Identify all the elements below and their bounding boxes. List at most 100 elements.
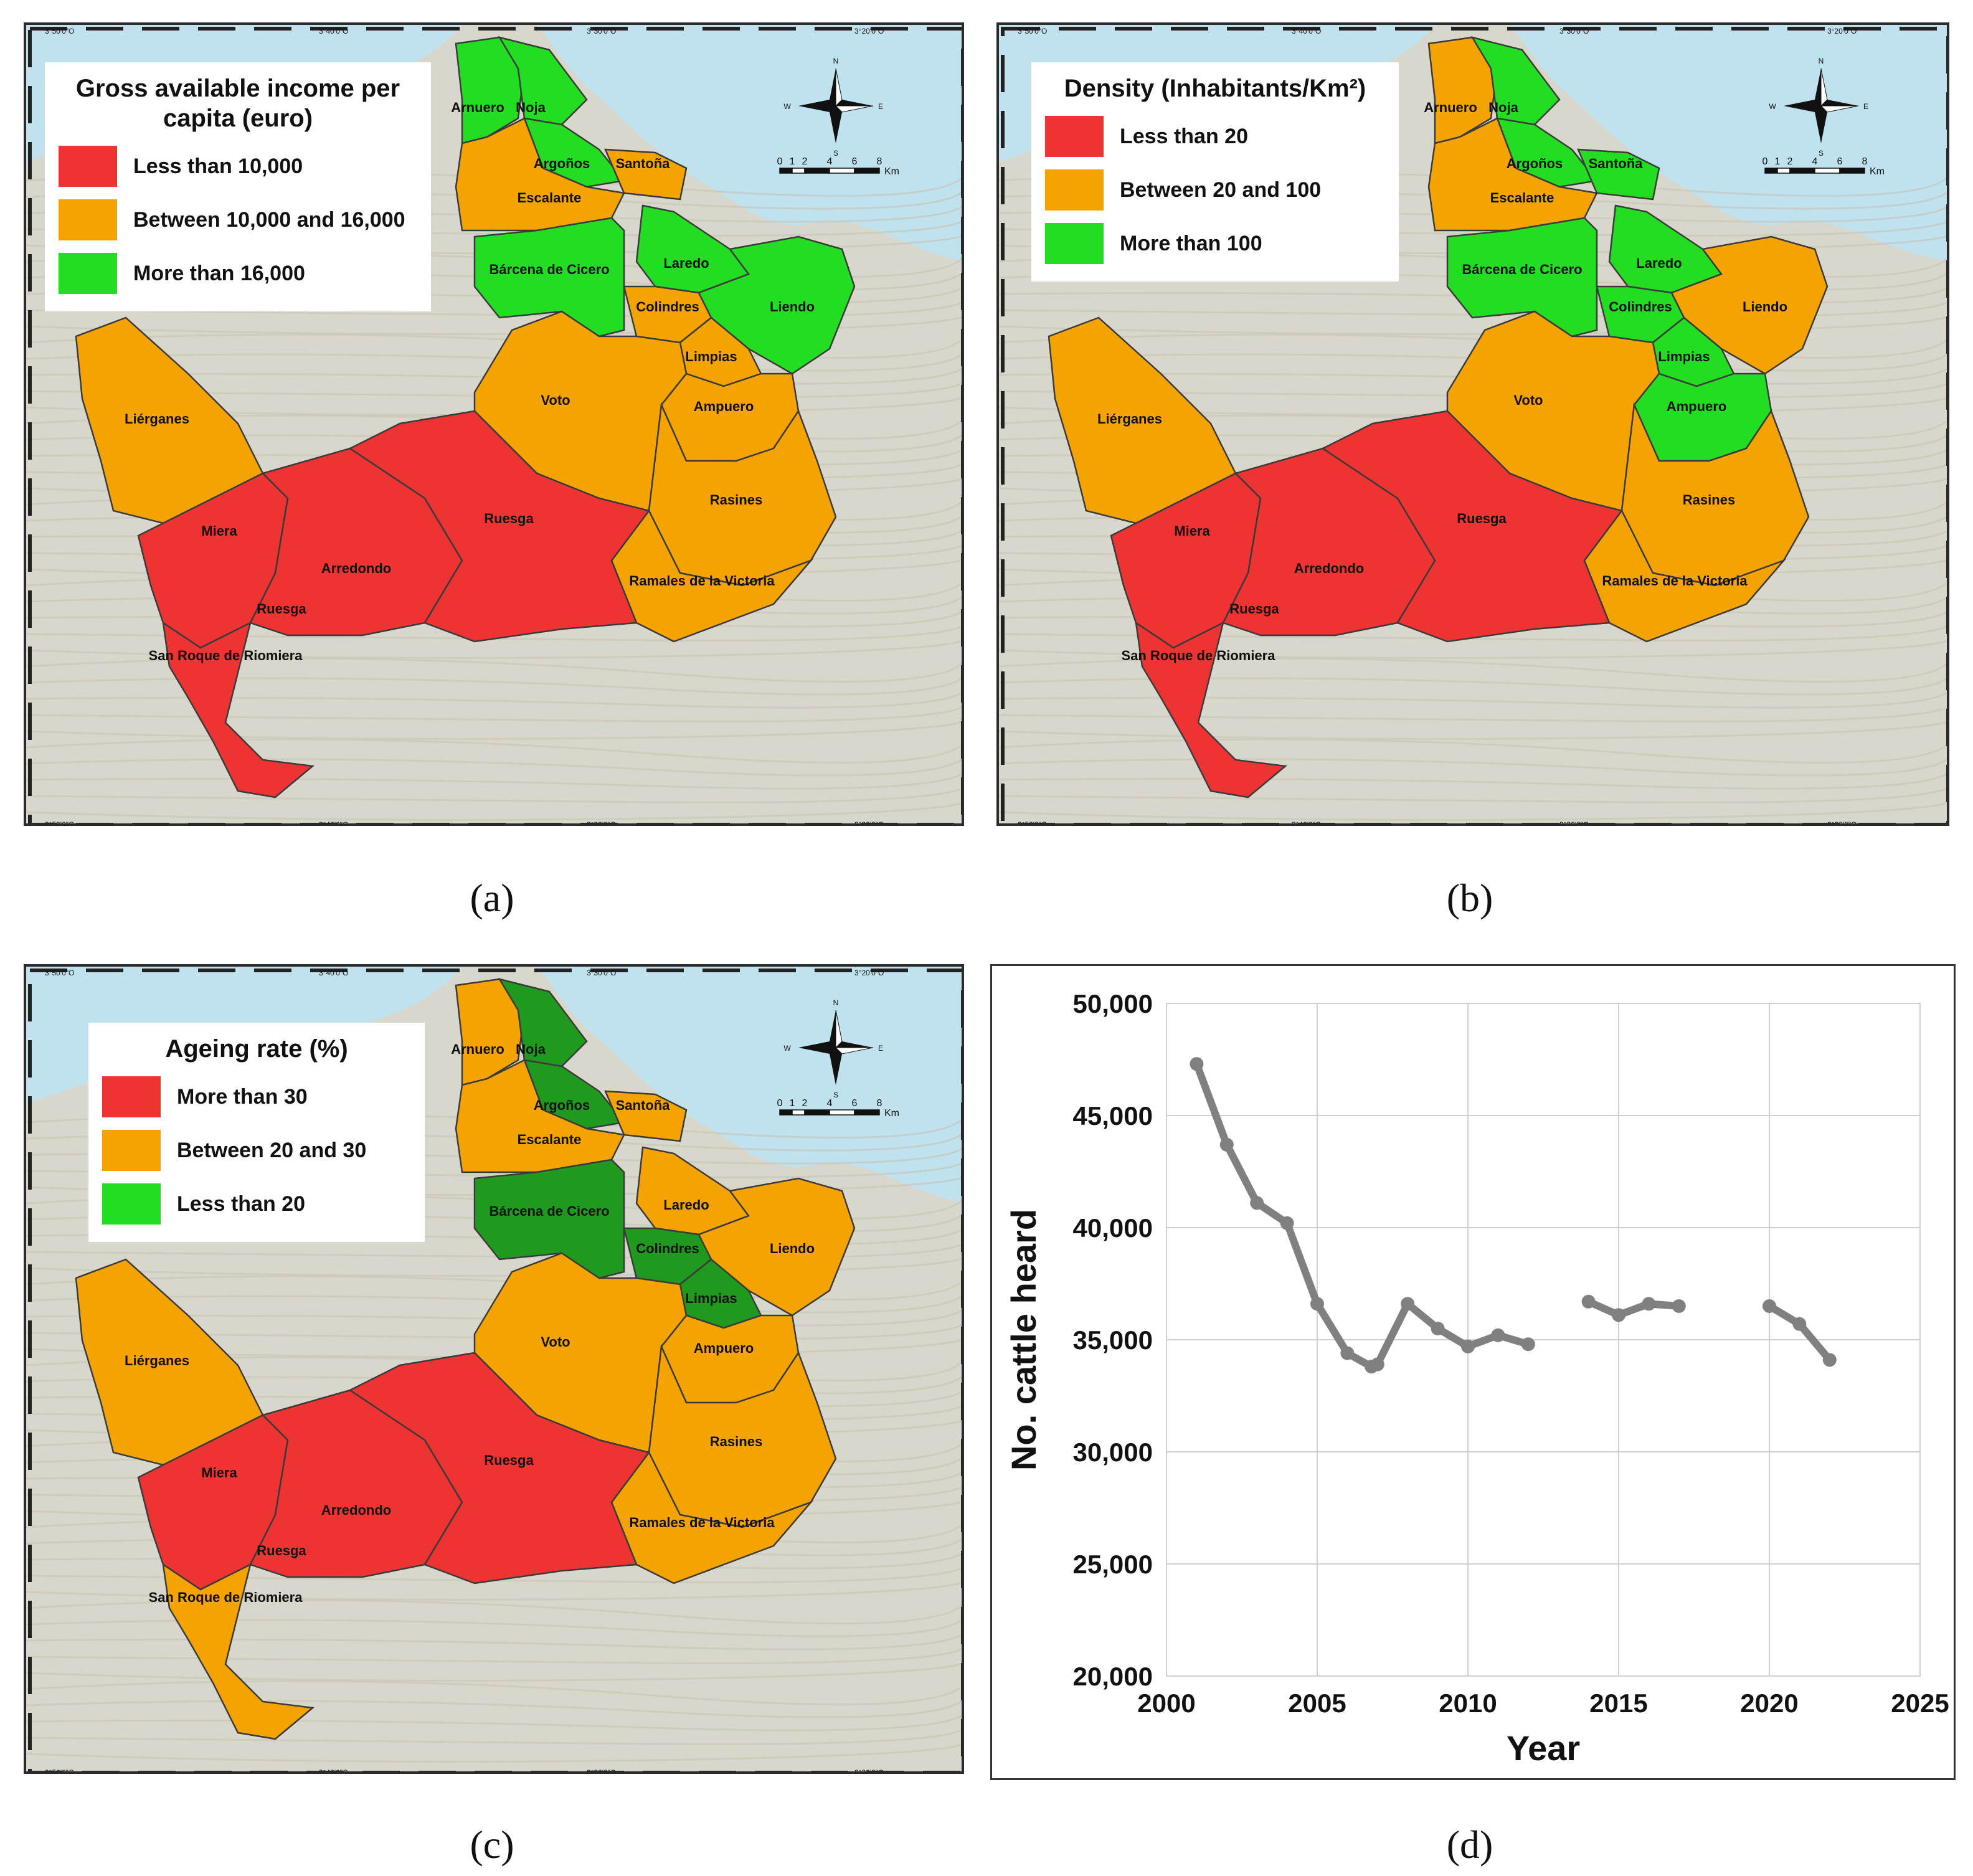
municipality-label: Ruesga [484, 1452, 534, 1468]
relief-line [26, 1714, 962, 1732]
legend-title-b: Density (Inhabitants/Km²) [1064, 75, 1366, 102]
longitude-tick: 3°50'0"O [45, 27, 74, 36]
municipality-label: Noja [516, 100, 546, 115]
municipality-label: San Roque de Riomiera [149, 1589, 303, 1605]
data-point [1822, 1353, 1837, 1367]
legend-label-b-0: Less than 20 [1120, 124, 1248, 148]
scale-segment [792, 168, 805, 174]
data-point [1340, 1346, 1355, 1360]
municipality-label: Ramales de la Victoria [629, 573, 775, 589]
relief-line [999, 721, 1947, 740]
map-panel-c: Arnuero Noja Argoños Santoña Escalante Bárcen… [24, 964, 964, 1774]
x-tick-label: 2015 [1589, 1689, 1647, 1718]
basemap-c: Arnuero Noja Argoños Santoña Escalante Bárcen… [26, 967, 962, 1774]
longitude-tick: 3°50'0"O [45, 820, 74, 826]
compass-letter: S [1819, 149, 1824, 158]
y-tick-label: 20,000 [1073, 1662, 1153, 1691]
basemap-layer-c: Arnuero Noja Argoños Santoña Escalante Bárcen… [26, 967, 962, 1771]
municipality-label: Laredo [1636, 255, 1682, 271]
municipality-label: Voto [541, 392, 570, 408]
legend-label-b-2: More than 100 [1120, 231, 1262, 255]
municipality-label: Limpias [685, 349, 737, 364]
scale-tick-label: 1 [1775, 156, 1781, 167]
panel-label-b: (b) [1446, 876, 1493, 920]
legend-swatch-b-0 [1045, 116, 1104, 157]
scale-segment [1777, 168, 1791, 174]
municipality-label: Escalante [518, 1132, 582, 1147]
relief-line [999, 787, 1947, 803]
map-neatline [28, 27, 962, 823]
legend-label-a-1: Between 10,000 and 16,000 [133, 207, 405, 232]
legend-item-c-2: Less than 20 [102, 1177, 411, 1231]
scale-segment [1764, 168, 1778, 174]
municipality-label-ruesga-2: Ruesga [257, 601, 306, 617]
y-tick-label: 30,000 [1073, 1438, 1153, 1467]
x-tick-label: 2010 [1439, 1689, 1497, 1718]
municipality-label: Miera [1174, 523, 1210, 539]
scale-segment [804, 1109, 830, 1116]
relief-line [26, 802, 962, 821]
map-neatline [28, 969, 962, 1771]
relief-line [26, 1680, 962, 1706]
municipality-ruesga [348, 1352, 651, 1585]
compass-letter: E [878, 102, 883, 111]
municipality-ruesga [1321, 410, 1624, 643]
municipality-label: Ampuero [694, 1340, 754, 1356]
municipality-label: San Roque de Riomiera [1122, 648, 1276, 663]
legend-item-a-1: Between 10,000 and 16,000 [59, 193, 417, 247]
relief-line [999, 758, 1947, 777]
scale-tick-label: 8 [877, 156, 882, 167]
y-tick-label: 40,000 [1073, 1213, 1153, 1243]
relief-line [26, 758, 962, 777]
longitude-tick: 3°40'0"O [319, 820, 348, 826]
legend-c: Ageing rate (%) More than 30 Between 20 … [88, 1023, 425, 1242]
x-tick-label: 2000 [1137, 1689, 1195, 1718]
relief-line [26, 772, 962, 790]
scale-segment [854, 1109, 880, 1116]
longitude-tick: 3°40'0"O [1292, 27, 1321, 36]
scale-bar: 0 1 2 4 6 8Km [1762, 156, 1885, 177]
municipality-label: Santoña [1589, 156, 1644, 171]
legend-label-a-0: Less than 10,000 [133, 154, 303, 178]
municipality-label: Voto [1513, 392, 1543, 408]
scale-bar: 0 1 2 4 6 8Km [777, 1098, 899, 1119]
municipality-label: Arnuero [451, 100, 504, 115]
municipality-label: Laredo [663, 1197, 709, 1213]
municipality-label: Argoños [534, 156, 590, 171]
relief-line [26, 1662, 962, 1682]
compass-letter: N [1819, 57, 1824, 65]
legend-label-b-1: Between 20 and 100 [1120, 178, 1322, 202]
scale-unit: Km [884, 1108, 899, 1119]
x-tick-label: 2020 [1740, 1689, 1798, 1718]
municipality-santo-a [1577, 148, 1660, 201]
relief-line [26, 1729, 962, 1745]
longitude-tick: 3°30'0"O [587, 1768, 616, 1774]
data-point [1219, 1137, 1234, 1152]
scale-segment [792, 1109, 805, 1116]
municipality-label: Bárcena de Cicero [489, 262, 609, 277]
municipality-label: Ramales de la Victoria [1602, 573, 1748, 589]
scale-segment [1789, 168, 1815, 174]
scale-tick-label: 6 [852, 156, 858, 167]
municipality-label: Bárcena de Cicero [1462, 262, 1582, 277]
municipality-ramales-de-la-victoria [610, 1451, 814, 1585]
legend-label-c-1: Between 20 and 30 [177, 1138, 367, 1162]
scale-tick-label: 4 [1812, 156, 1818, 167]
municipality-label-ruesga-2: Ruesga [257, 1543, 306, 1558]
relief-line [26, 738, 962, 764]
longitude-tick: 3°30'0"O [1559, 27, 1589, 36]
municipality-label: Colindres [636, 299, 699, 315]
municipality-label-ruesga-2: Ruesga [1229, 601, 1279, 617]
map-panel-b: Arnuero Noja Argoños Santoña Escalante Bárcen… [996, 22, 1949, 826]
y-tick-label: 50,000 [1073, 989, 1153, 1018]
data-point [1250, 1196, 1264, 1210]
scale-segment [1839, 168, 1865, 174]
scale-tick-label: 4 [827, 1098, 833, 1109]
longitude-tick: 3°30'0"O [587, 969, 616, 977]
compass-letter: N [833, 57, 839, 65]
scale-bar: 0 1 2 4 6 8Km [777, 156, 899, 177]
municipality-label: Liérganes [125, 411, 189, 427]
north-arrow-icon: N S E W [783, 998, 883, 1099]
north-arrow-icon: N S E W [783, 57, 883, 158]
scale-segment [779, 168, 793, 174]
